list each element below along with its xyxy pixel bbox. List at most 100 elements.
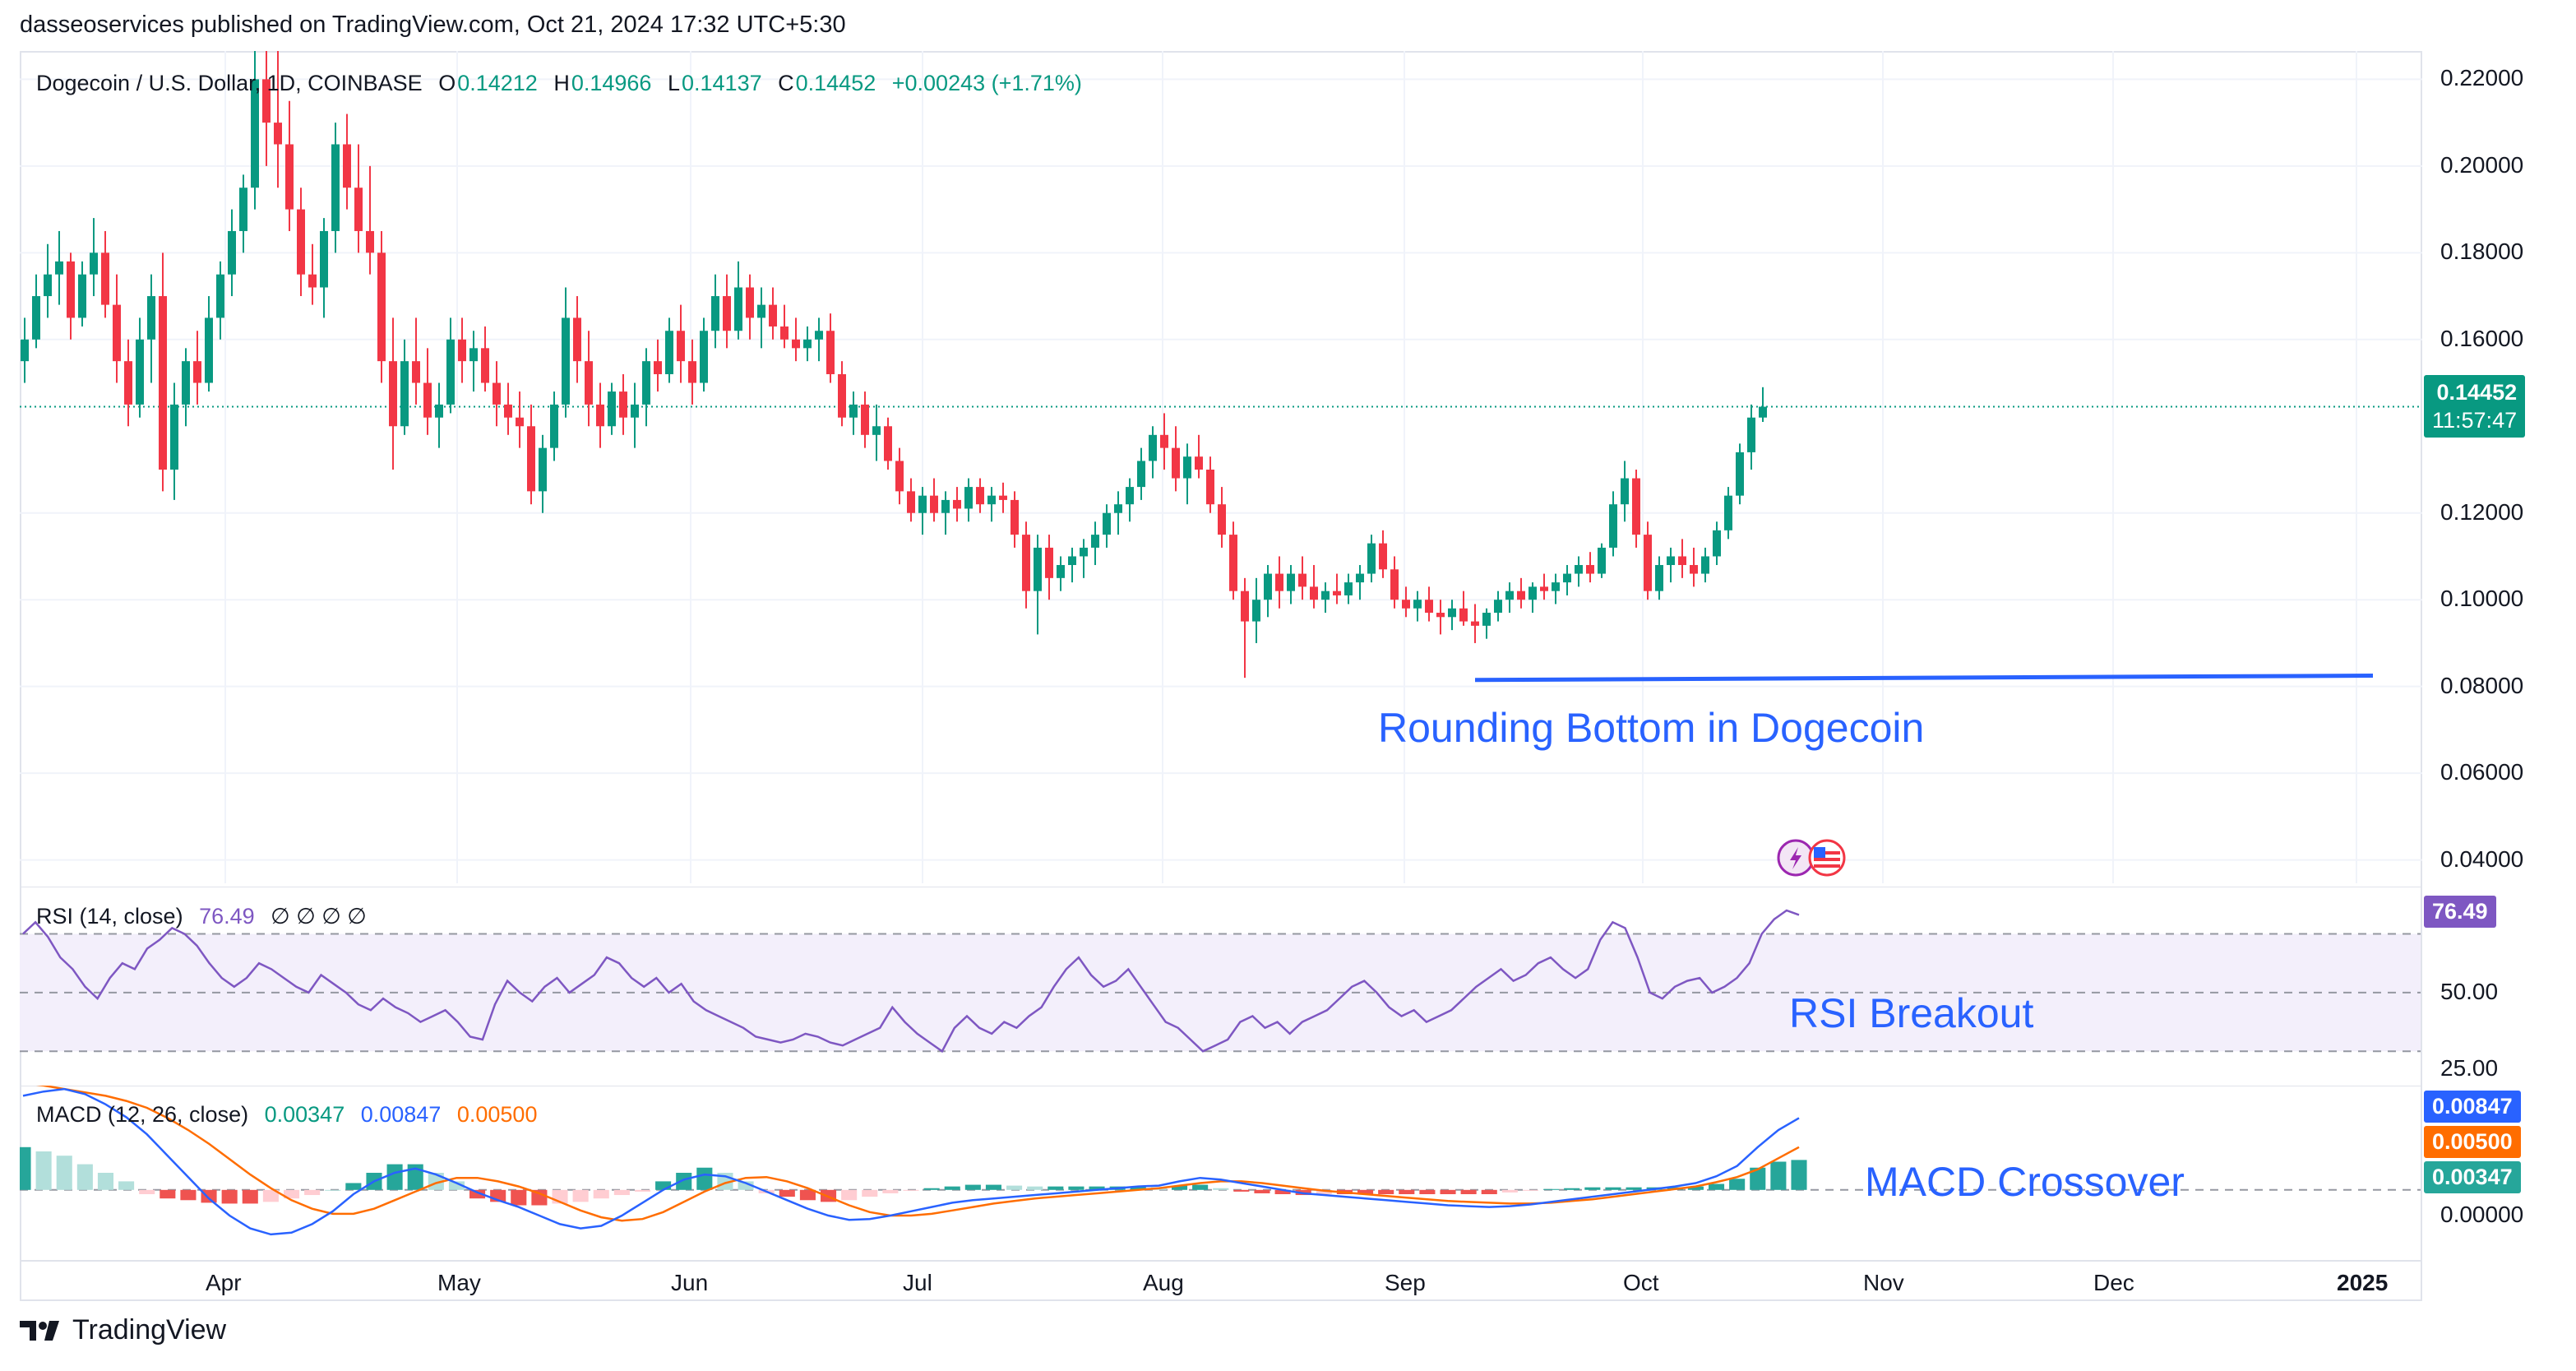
- candle[interactable]: [1747, 404, 1755, 470]
- candle[interactable]: [354, 144, 363, 253]
- candle[interactable]: [1621, 461, 1629, 522]
- candle[interactable]: [1713, 521, 1721, 566]
- candle[interactable]: [1183, 443, 1191, 505]
- candle[interactable]: [1575, 556, 1583, 587]
- candle[interactable]: [976, 478, 984, 513]
- candle[interactable]: [723, 274, 731, 349]
- candle[interactable]: [1690, 547, 1698, 587]
- candle[interactable]: [1736, 443, 1744, 505]
- candle[interactable]: [895, 447, 904, 505]
- macd-crossover-annotation[interactable]: MACD Crossover: [1865, 1159, 2185, 1205]
- candle[interactable]: [596, 382, 604, 448]
- candle[interactable]: [1229, 521, 1237, 600]
- candle[interactable]: [1103, 504, 1111, 548]
- rsi-chart[interactable]: [20, 887, 2422, 1084]
- candle[interactable]: [700, 317, 708, 392]
- candle[interactable]: [1172, 426, 1180, 492]
- candle[interactable]: [688, 339, 696, 405]
- candle[interactable]: [838, 361, 846, 427]
- candle[interactable]: [1482, 608, 1491, 639]
- candle[interactable]: [1218, 487, 1226, 548]
- candle[interactable]: [918, 487, 927, 535]
- candle[interactable]: [999, 482, 1007, 513]
- candle[interactable]: [861, 391, 869, 448]
- candle[interactable]: [1724, 487, 1732, 540]
- candle[interactable]: [1333, 573, 1341, 604]
- price-pane[interactable]: [20, 51, 2422, 1301]
- candle[interactable]: [930, 478, 938, 522]
- candle[interactable]: [366, 165, 374, 275]
- candle[interactable]: [1252, 577, 1260, 643]
- candle[interactable]: [1586, 552, 1594, 583]
- candle[interactable]: [1241, 577, 1249, 679]
- candle[interactable]: [1137, 447, 1145, 500]
- candle[interactable]: [562, 287, 570, 418]
- candle[interactable]: [1034, 535, 1042, 635]
- candle[interactable]: [1310, 565, 1318, 609]
- candle[interactable]: [1528, 582, 1537, 614]
- candle[interactable]: [343, 113, 351, 210]
- macd-signal-line[interactable]: [23, 1086, 1800, 1222]
- candle[interactable]: [1321, 582, 1330, 614]
- candle[interactable]: [1667, 547, 1675, 583]
- time-axis[interactable]: Apr May Jun Jul Aug Sep Oct Nov Dec 2025: [20, 1260, 2422, 1301]
- candle[interactable]: [1206, 456, 1214, 513]
- candle[interactable]: [1678, 539, 1686, 578]
- candle[interactable]: [1011, 491, 1019, 548]
- candle[interactable]: [1448, 600, 1456, 631]
- candle[interactable]: [262, 51, 271, 166]
- macd-line[interactable]: [22, 1087, 1800, 1236]
- candle[interactable]: [124, 339, 132, 427]
- candle[interactable]: [1632, 470, 1640, 548]
- rsi-line[interactable]: [22, 909, 1800, 1054]
- candle[interactable]: [1356, 565, 1364, 600]
- candle[interactable]: [803, 326, 812, 362]
- candle[interactable]: [67, 252, 75, 340]
- candle[interactable]: [1195, 434, 1203, 479]
- candle[interactable]: [780, 304, 789, 349]
- rsi-breakout-annotation[interactable]: RSI Breakout: [1789, 990, 2034, 1036]
- candle[interactable]: [1459, 591, 1468, 626]
- candle[interactable]: [170, 382, 178, 500]
- candle[interactable]: [1644, 521, 1652, 600]
- candle[interactable]: [1540, 573, 1548, 600]
- candle[interactable]: [1275, 556, 1283, 609]
- candle[interactable]: [964, 478, 973, 522]
- candle[interactable]: [389, 317, 397, 470]
- candle[interactable]: [1505, 582, 1514, 614]
- candle[interactable]: [90, 218, 98, 297]
- candle[interactable]: [608, 382, 616, 435]
- candle[interactable]: [1379, 530, 1387, 578]
- candle[interactable]: [446, 317, 455, 414]
- candle[interactable]: [469, 331, 478, 392]
- candle[interactable]: [1287, 565, 1295, 604]
- candle[interactable]: [642, 348, 650, 427]
- candle[interactable]: [228, 209, 236, 297]
- candle[interactable]: [1425, 586, 1433, 622]
- candle[interactable]: [1045, 535, 1053, 600]
- rounding-bottom-annotation[interactable]: Rounding Bottom in Dogecoin: [1378, 705, 1925, 751]
- candle[interactable]: [815, 317, 823, 362]
- candle[interactable]: [769, 287, 777, 340]
- candle[interactable]: [32, 274, 40, 349]
- candle[interactable]: [987, 487, 996, 522]
- candle[interactable]: [331, 123, 340, 253]
- candle[interactable]: [1390, 556, 1399, 609]
- candle[interactable]: [423, 348, 432, 435]
- candle[interactable]: [1655, 556, 1663, 600]
- macd-chart[interactable]: [20, 1086, 2422, 1260]
- candle[interactable]: [101, 230, 109, 318]
- candle[interactable]: [481, 326, 489, 392]
- candle[interactable]: [1598, 543, 1606, 578]
- candle[interactable]: [1022, 521, 1030, 609]
- candle[interactable]: [1563, 565, 1571, 595]
- candle[interactable]: [1413, 591, 1422, 622]
- candle[interactable]: [274, 51, 282, 188]
- candle[interactable]: [205, 296, 213, 392]
- candle[interactable]: [711, 274, 719, 349]
- candle[interactable]: [1068, 547, 1076, 583]
- candle[interactable]: [953, 487, 961, 522]
- candle[interactable]: [458, 317, 466, 383]
- candle[interactable]: [1402, 586, 1410, 618]
- candle[interactable]: [113, 274, 121, 383]
